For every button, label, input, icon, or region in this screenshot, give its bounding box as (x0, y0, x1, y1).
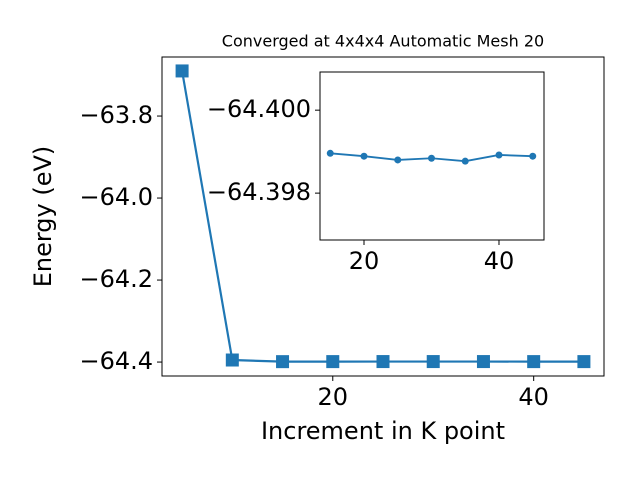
y-tick-label: −64.2 (79, 265, 153, 293)
marker (394, 156, 402, 164)
y-tick-label: −63.8 (79, 101, 153, 129)
marker (175, 64, 189, 78)
marker (326, 149, 334, 157)
y-tick-label: −64.400 (207, 95, 311, 123)
marker (461, 157, 469, 165)
y-tick-label: −64.4 (79, 347, 153, 375)
x-tick-label: 20 (317, 383, 348, 411)
y-tick-label: −64.0 (79, 183, 153, 211)
x-tick-label: 20 (349, 247, 380, 275)
marker (495, 151, 503, 159)
marker (476, 355, 490, 369)
marker (376, 355, 390, 369)
marker (326, 355, 340, 369)
y-axis-label: Energy (eV) (29, 146, 57, 288)
marker (527, 355, 541, 369)
marker (529, 152, 537, 160)
x-axis-label: Increment in K point (261, 417, 505, 445)
marker (276, 355, 290, 369)
chart-title: Converged at 4x4x4 Automatic Mesh 20 (222, 32, 544, 51)
x-tick-label: 40 (518, 383, 549, 411)
y-tick-label: −64.398 (207, 178, 311, 206)
marker (577, 355, 591, 369)
marker (225, 353, 239, 367)
marker (427, 154, 435, 162)
x-tick-label: 40 (484, 247, 515, 275)
marker (360, 152, 368, 160)
marker (426, 355, 440, 369)
